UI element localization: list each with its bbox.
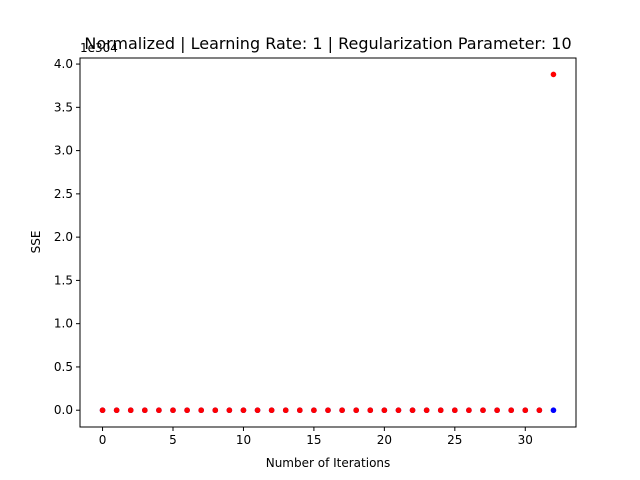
data-point <box>198 407 204 414</box>
y-tick-label: 0.0 <box>54 403 73 417</box>
data-point <box>311 407 317 414</box>
y-tick-label: 3.0 <box>54 144 73 158</box>
data-point <box>480 407 486 414</box>
data-point <box>452 407 458 414</box>
data-point <box>170 407 176 414</box>
x-tick-label: 5 <box>169 433 177 447</box>
data-point <box>395 407 402 414</box>
y-tick-label: 2.0 <box>54 230 73 244</box>
x-axis-label: Number of Iterations <box>266 456 391 470</box>
data-point <box>494 407 500 414</box>
data-point <box>127 407 134 414</box>
y-tick-label: 3.5 <box>54 100 73 114</box>
y-tick-label: 0.5 <box>54 360 73 374</box>
data-point <box>550 71 557 78</box>
data-point <box>212 407 219 414</box>
y-axis-label: SSE <box>29 231 43 254</box>
data-point <box>99 407 106 414</box>
data-point <box>409 407 416 414</box>
axes-frame <box>79 57 577 428</box>
y-tick-label: 1.0 <box>54 317 73 331</box>
data-point <box>297 407 303 414</box>
data-point <box>254 407 261 414</box>
data-point <box>550 407 557 414</box>
x-tick-label: 25 <box>447 433 462 447</box>
data-point <box>381 407 388 414</box>
x-tick-label: 20 <box>377 433 392 447</box>
data-point <box>367 407 374 414</box>
y-tick-label: 4.0 <box>54 57 73 71</box>
data-point <box>508 407 514 414</box>
x-tick-label: 30 <box>518 433 533 447</box>
x-tick-label: 15 <box>306 433 321 447</box>
data-point <box>466 407 472 414</box>
data-point <box>268 407 275 414</box>
data-point <box>437 407 444 414</box>
y-tick-label: 1.5 <box>54 273 73 287</box>
data-point <box>325 407 331 414</box>
x-tick-label: 0 <box>99 433 107 447</box>
data-point <box>156 407 162 414</box>
data-point <box>423 407 430 414</box>
data-point <box>282 407 289 414</box>
data-point <box>522 407 529 414</box>
plot-area: 0 5 10 15 20 25 30 0.0 0.5 1.0 1.5 2.0 2.5 3.0 3.5 4.0 <box>54 57 577 447</box>
data-point <box>240 407 247 414</box>
x-tick-label: 10 <box>236 433 251 447</box>
data-point <box>113 407 120 414</box>
data-point <box>536 407 543 414</box>
data-point <box>353 407 359 414</box>
data-point <box>184 407 190 414</box>
y-axis-offset-text: 1e304 <box>80 41 118 55</box>
chart-title: Normalized | Learning Rate: 1 | Regulari… <box>84 34 571 53</box>
data-point <box>339 407 345 414</box>
data-point <box>226 407 233 414</box>
data-point <box>142 407 148 414</box>
y-tick-label: 2.5 <box>54 187 73 201</box>
